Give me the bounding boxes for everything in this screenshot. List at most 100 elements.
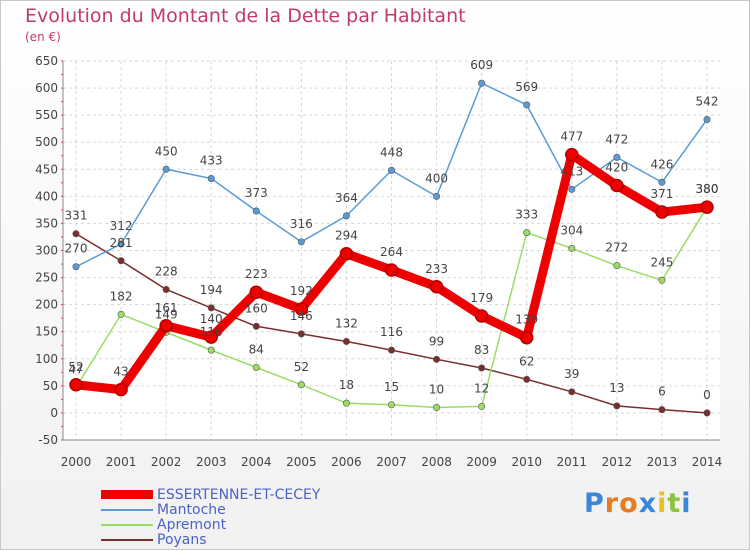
data-point-poyans (703, 409, 711, 417)
y-tick-label: -50 (38, 433, 58, 447)
logo-letter: i (681, 488, 692, 519)
data-point-essertenne-et-cecey (700, 200, 714, 214)
data-point-essertenne-et-cecey (384, 263, 399, 277)
logo-letter: t (667, 488, 682, 519)
data-point-poyans (72, 230, 80, 238)
legend-item-apremont: Apremont (101, 517, 320, 533)
data-label-apremont: 10 (429, 383, 444, 397)
data-point-poyans (207, 304, 215, 312)
legend-label-essertenne: ESSERTENNE-ET-CECEY (157, 486, 321, 503)
legend-item-mantoche: Mantoche (101, 502, 320, 518)
data-label-apremont: 18 (339, 378, 354, 392)
data-label-mantoche: 413 (560, 164, 583, 178)
data-point-mantoche (658, 178, 666, 186)
data-label-mantoche: 542 (696, 94, 719, 108)
y-tick-label: 500 (35, 135, 58, 149)
legend-swatch-essertenne (101, 490, 153, 499)
y-tick-label: 150 (35, 325, 58, 339)
data-point-essertenne-et-cecey (249, 285, 264, 299)
x-tick-label: 2007 (376, 455, 407, 469)
data-label-essertenne-et-cecey: 294 (335, 229, 358, 243)
data-point-poyans (117, 257, 125, 265)
data-point-apremont (523, 229, 531, 237)
y-tick-label: 100 (35, 352, 58, 366)
data-label-essertenne-et-cecey: 477 (560, 130, 583, 144)
y-tick-label: 450 (35, 162, 58, 176)
data-label-poyans: 194 (200, 283, 223, 297)
legend-label-poyans: Poyans (157, 531, 207, 548)
data-label-apremont: 52 (294, 360, 309, 374)
data-point-mantoche (72, 263, 80, 271)
data-label-essertenne-et-cecey: 420 (605, 161, 628, 175)
data-label-apremont: 333 (515, 208, 538, 222)
data-label-essertenne-et-cecey: 52 (68, 360, 83, 374)
x-tick-label: 2004 (241, 455, 272, 469)
data-label-apremont: 380 (696, 182, 719, 196)
legend-item-essertenne: ESSERTENNE-ET-CECEY (101, 486, 321, 503)
data-label-poyans: 0 (703, 388, 711, 402)
proxiti-logo: Proxiti (584, 488, 692, 519)
x-tick-label: 2005 (286, 455, 317, 469)
x-tick-label: 2011 (557, 455, 588, 469)
data-point-mantoche (568, 185, 576, 193)
data-point-apremont (297, 381, 305, 389)
data-label-poyans: 99 (429, 334, 444, 348)
data-point-mantoche (478, 79, 486, 87)
data-point-essertenne-et-cecey (474, 309, 489, 323)
data-label-mantoche: 472 (605, 132, 628, 146)
data-point-essertenne-et-cecey (655, 205, 669, 219)
data-point-mantoche (433, 192, 441, 200)
data-point-poyans (478, 364, 486, 372)
data-label-apremont: 84 (249, 342, 264, 356)
data-label-poyans: 116 (380, 325, 403, 339)
y-tick-label: 550 (35, 108, 58, 122)
data-label-mantoche: 426 (650, 157, 673, 171)
logo-letter: i (657, 488, 668, 519)
data-label-apremont: 15 (384, 380, 399, 394)
x-tick-label: 2013 (647, 455, 678, 469)
data-point-apremont (658, 276, 666, 284)
legend-swatch-mantoche (101, 508, 153, 511)
unit-label: (en €) (25, 30, 61, 44)
y-tick-label: 50 (43, 379, 58, 393)
data-label-poyans: 331 (65, 209, 88, 223)
y-tick-label: 200 (35, 298, 58, 312)
x-tick-label: 2000 (61, 455, 92, 469)
data-label-essertenne-et-cecey: 380 (696, 182, 719, 196)
data-point-mantoche (703, 115, 711, 123)
data-point-poyans (252, 322, 260, 330)
logo-letter: P (584, 488, 605, 519)
y-tick-label: 600 (35, 81, 58, 95)
data-label-mantoche: 448 (380, 145, 403, 159)
data-label-apremont: 182 (110, 289, 133, 303)
x-tick-label: 2014 (692, 455, 723, 469)
data-label-poyans: 6 (658, 385, 666, 399)
data-label-apremont: 272 (605, 241, 628, 255)
data-label-essertenne-et-cecey: 139 (515, 313, 538, 327)
data-label-poyans: 160 (245, 301, 268, 315)
logo-letter: r (604, 488, 620, 519)
x-tick-label: 2012 (602, 455, 633, 469)
data-point-essertenne-et-cecey (339, 246, 354, 261)
data-label-mantoche: 450 (155, 144, 178, 158)
data-point-essertenne-et-cecey (204, 330, 218, 344)
data-label-mantoche: 373 (245, 186, 268, 200)
data-label-apremont: 12 (474, 381, 489, 395)
legend-item-poyans: Poyans (101, 531, 320, 548)
data-point-essertenne-et-cecey (159, 319, 173, 333)
data-label-mantoche: 569 (515, 80, 538, 94)
data-point-poyans (342, 337, 350, 345)
data-label-poyans: 62 (519, 354, 534, 368)
data-point-essertenne-et-cecey (610, 178, 624, 193)
data-label-essertenne-et-cecey: 192 (290, 284, 313, 298)
x-tick-label: 2003 (196, 455, 227, 469)
data-label-essertenne-et-cecey: 223 (245, 267, 268, 281)
data-point-apremont (387, 401, 395, 409)
data-point-apremont (478, 402, 486, 410)
data-point-apremont (252, 363, 260, 371)
data-point-poyans (568, 388, 576, 396)
data-label-apremont: 47 (68, 362, 83, 376)
data-point-essertenne-et-cecey (519, 330, 534, 345)
data-point-apremont (207, 346, 215, 354)
